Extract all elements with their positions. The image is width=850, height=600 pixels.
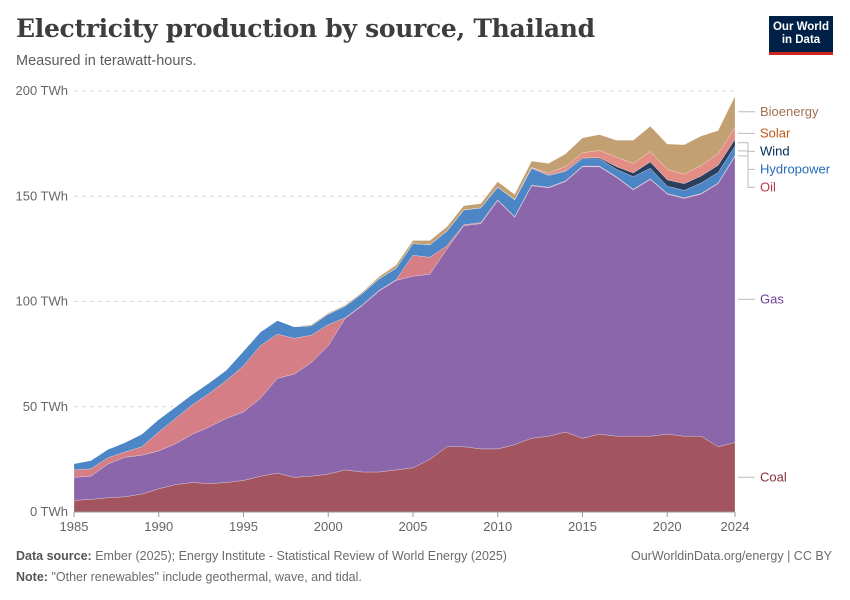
legend-label-bioenergy[interactable]: Bioenergy: [760, 104, 819, 119]
y-tick-label: 100 TWh: [15, 294, 68, 309]
note-text: "Other renewables" include geothermal, w…: [51, 570, 362, 584]
x-tick-label: 1990: [144, 519, 173, 534]
credit-link[interactable]: OurWorldinData.org/energy | CC BY: [630, 549, 832, 563]
x-tick-label: 2010: [483, 519, 512, 534]
logo-line-2: in Data: [781, 34, 821, 46]
legend-connector: [738, 155, 755, 188]
x-tick-label: 1995: [229, 519, 258, 534]
data-source-text[interactable]: Ember (2025); Energy Institute - Statist…: [95, 549, 507, 563]
logo-line-1: Our World: [772, 21, 829, 33]
chart-note: Note: "Other renewables" include geother…: [16, 570, 362, 584]
x-tick-label: 2024: [721, 519, 750, 534]
chart-subtitle: Measured in terawatt-hours.: [16, 53, 197, 69]
axis-layer: 0 TWh 50 TWh 100 TWh 150 TWh 200 TWh 1985 1990…: [15, 83, 749, 534]
legend-layer: Bioenergy Solar Wind Hydropower Oil Gas Coal: [738, 104, 831, 484]
x-tick-label: 2000: [314, 519, 343, 534]
legend-connector: [738, 142, 755, 152]
y-tick-label: 150 TWh: [15, 188, 68, 203]
note-label: Note:: [16, 570, 48, 584]
legend-label-gas[interactable]: Gas: [760, 291, 784, 306]
legend-label-solar[interactable]: Solar: [760, 125, 791, 140]
x-tick-label: 1985: [60, 519, 89, 534]
owid-logo[interactable]: Our World in Data: [769, 16, 833, 55]
x-tick-label: 2015: [568, 519, 597, 534]
stacked-area-chart[interactable]: 0 TWh 50 TWh 100 TWh 150 TWh 200 TWh 1985 1990…: [0, 0, 850, 540]
area-layer: [73, 96, 736, 513]
area-bioenergy[interactable]: [73, 96, 736, 464]
x-tick-label: 2020: [653, 519, 682, 534]
y-tick-label: 0 TWh: [30, 504, 68, 519]
legend-label-hydropower[interactable]: Hydropower: [760, 161, 831, 176]
legend-connector: [738, 150, 755, 170]
x-tick-label: 2005: [399, 519, 428, 534]
legend-label-coal[interactable]: Coal: [760, 469, 787, 484]
data-source-label: Data source:: [16, 549, 92, 563]
legend-label-wind[interactable]: Wind: [760, 143, 790, 158]
legend-label-oil[interactable]: Oil: [760, 179, 776, 194]
chart-title: Electricity production by source, Thaila…: [16, 14, 595, 43]
data-source: Data source: Ember (2025); Energy Instit…: [16, 549, 507, 563]
y-tick-label: 200 TWh: [15, 83, 68, 98]
y-tick-label: 50 TWh: [23, 399, 68, 414]
